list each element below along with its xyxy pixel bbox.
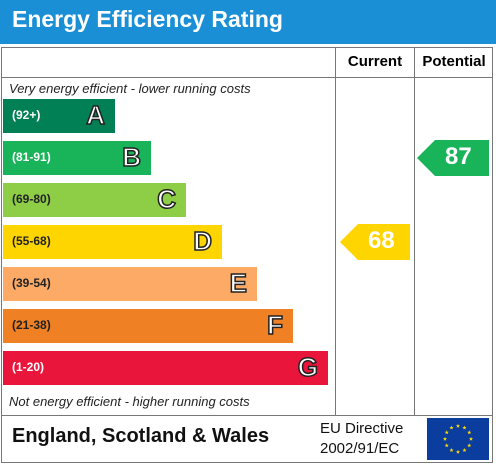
band-range-label: (69-80) xyxy=(12,192,51,206)
band-letter: B xyxy=(121,141,141,173)
star-icon xyxy=(468,436,474,441)
footer-rule xyxy=(2,415,493,416)
header-rule xyxy=(2,77,493,78)
band-range-label: (92+) xyxy=(12,108,41,122)
star-icon xyxy=(449,425,454,430)
band-e: (39-54) E xyxy=(3,267,257,301)
arrow-shape xyxy=(340,224,410,260)
band-range-label: (1-20) xyxy=(12,360,45,374)
arrow-value: 87 xyxy=(445,143,472,170)
current-column-header: Current xyxy=(347,53,403,70)
arrow-value: 68 xyxy=(368,227,395,254)
band-letter: G xyxy=(297,351,319,383)
directive-line-2: 2002/91/EC xyxy=(320,440,400,457)
band-letter: A xyxy=(85,99,105,131)
title-bar: Energy Efficiency Rating xyxy=(0,0,496,44)
top-note: Very energy efficient - lower running co… xyxy=(9,81,251,96)
band-a: (92+) A xyxy=(3,99,115,133)
band-f: (21-38) F xyxy=(3,309,293,343)
potential-column-header: Potential xyxy=(422,53,486,70)
band-range-label: (81-91) xyxy=(12,150,51,164)
divider-potential xyxy=(414,47,415,416)
band-range-label: (39-54) xyxy=(12,276,51,290)
arrow-shape xyxy=(417,140,489,176)
star-icon xyxy=(455,423,461,428)
band-b: (81-91) B xyxy=(3,141,151,175)
band-letter: C xyxy=(156,183,176,215)
star-icon xyxy=(467,443,472,448)
star-icon xyxy=(462,425,467,430)
star-icon xyxy=(455,449,461,454)
chart-frame xyxy=(1,47,493,463)
star-icon xyxy=(462,448,467,453)
star-icon xyxy=(442,436,448,441)
band-letter: E xyxy=(229,267,248,299)
band-d: (55-68) D xyxy=(3,225,222,259)
potential-rating-arrow: 87 xyxy=(417,140,489,176)
band-range-label: (55-68) xyxy=(12,234,51,248)
eu-flag-icon xyxy=(427,418,489,460)
band-letter: D xyxy=(192,225,212,257)
bottom-note: Not energy efficient - higher running co… xyxy=(9,394,250,409)
star-icon xyxy=(444,443,449,448)
band-g: (1-20) G xyxy=(3,351,328,385)
band-letter: F xyxy=(266,309,283,341)
band-range-label: (21-38) xyxy=(12,318,51,332)
directive-line-1: EU Directive xyxy=(320,420,404,437)
star-icon xyxy=(449,448,454,453)
star-icon xyxy=(444,430,449,435)
band-c: (69-80) C xyxy=(3,183,186,217)
star-icon xyxy=(467,430,472,435)
divider-current xyxy=(335,47,336,416)
country-label: England, Scotland & Wales xyxy=(12,425,270,447)
current-rating-arrow: 68 xyxy=(340,224,410,260)
chart-title: Energy Efficiency Rating xyxy=(12,6,283,32)
